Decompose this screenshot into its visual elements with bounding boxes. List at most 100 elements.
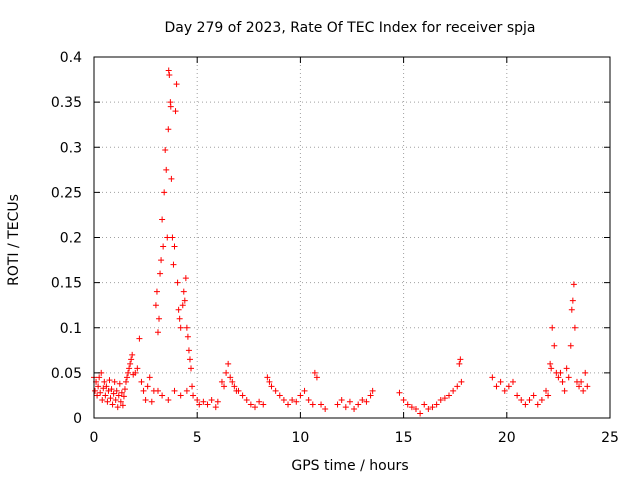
data-point (162, 146, 169, 153)
data-point (104, 398, 111, 405)
data-point (109, 401, 116, 408)
data-point (311, 369, 318, 376)
data-point (231, 383, 238, 390)
data-point (557, 369, 564, 376)
chart-title: Day 279 of 2023, Rate Of TEC Index for r… (164, 20, 535, 36)
data-point (136, 335, 143, 342)
data-point (280, 396, 287, 403)
data-point (555, 374, 562, 381)
data-point (243, 396, 250, 403)
data-point (412, 405, 419, 412)
y-tick-label: 0.15 (51, 276, 82, 292)
x-tick-label: 25 (601, 430, 619, 446)
y-tick-label: 0.3 (60, 140, 82, 156)
data-point (369, 387, 376, 394)
data-point (125, 369, 132, 376)
data-point (196, 401, 203, 408)
data-point (108, 386, 115, 393)
x-tick-label: 0 (90, 430, 99, 446)
data-point (549, 324, 556, 331)
data-point (124, 374, 131, 381)
data-point (174, 279, 181, 286)
data-point (161, 189, 168, 196)
data-point (450, 387, 457, 394)
data-point (97, 389, 104, 396)
data-point (142, 396, 149, 403)
data-point (99, 396, 106, 403)
data-point (177, 392, 184, 399)
data-point (138, 378, 145, 385)
data-point (113, 387, 120, 394)
x-axis-tick-labels: 0 5 10 15 20 25 (90, 430, 619, 446)
data-point (309, 401, 316, 408)
data-point (522, 401, 529, 408)
data-point (185, 347, 192, 354)
data-point (100, 385, 107, 392)
data-point (458, 378, 465, 385)
data-point (446, 392, 453, 399)
data-point (342, 404, 349, 411)
data-point (505, 383, 512, 390)
data-point (355, 401, 362, 408)
y-axis-label: ROTI / TECUs (6, 194, 22, 286)
data-point (127, 360, 134, 367)
data-point (582, 369, 589, 376)
data-point (363, 398, 370, 405)
y-tick-label: 0.35 (51, 95, 82, 111)
data-point (227, 374, 234, 381)
data-point (285, 401, 292, 408)
data-point (114, 404, 121, 411)
grid-lines (94, 57, 610, 418)
data-point (102, 392, 109, 399)
data-point (441, 395, 448, 402)
data-point (188, 365, 195, 372)
data-point (115, 392, 122, 399)
data-point (180, 288, 187, 295)
data-point (509, 378, 516, 385)
data-point (567, 342, 574, 349)
data-point (289, 396, 296, 403)
data-point (168, 175, 175, 182)
data-point (256, 398, 263, 405)
data-point (194, 396, 201, 403)
data-point (128, 356, 135, 363)
data-point (276, 392, 283, 399)
data-points (91, 67, 591, 417)
data-point (94, 392, 101, 399)
data-point (346, 398, 353, 405)
data-point (157, 270, 164, 277)
data-point (184, 333, 191, 340)
data-point (417, 410, 424, 417)
data-point (239, 392, 246, 399)
data-point (548, 365, 555, 372)
data-point (251, 404, 258, 411)
data-point (112, 396, 119, 403)
data-point (152, 302, 159, 309)
data-point (221, 383, 228, 390)
data-point (126, 365, 133, 372)
data-point (107, 395, 114, 402)
data-point (235, 387, 242, 394)
data-point (570, 281, 577, 288)
data-point (571, 324, 578, 331)
data-point (297, 392, 304, 399)
data-point (122, 378, 129, 385)
data-point (359, 396, 366, 403)
data-point (218, 378, 225, 385)
data-point (559, 378, 566, 385)
data-point (189, 383, 196, 390)
data-point (404, 401, 411, 408)
data-point (437, 396, 444, 403)
data-point (514, 392, 521, 399)
data-point (132, 369, 139, 376)
data-point (181, 297, 188, 304)
data-point (501, 387, 508, 394)
data-point (580, 387, 587, 394)
y-tick-label: 0.1 (60, 321, 82, 337)
data-point (247, 401, 254, 408)
data-point (154, 387, 161, 394)
data-point (121, 386, 128, 393)
data-point (526, 396, 533, 403)
data-point (538, 396, 545, 403)
